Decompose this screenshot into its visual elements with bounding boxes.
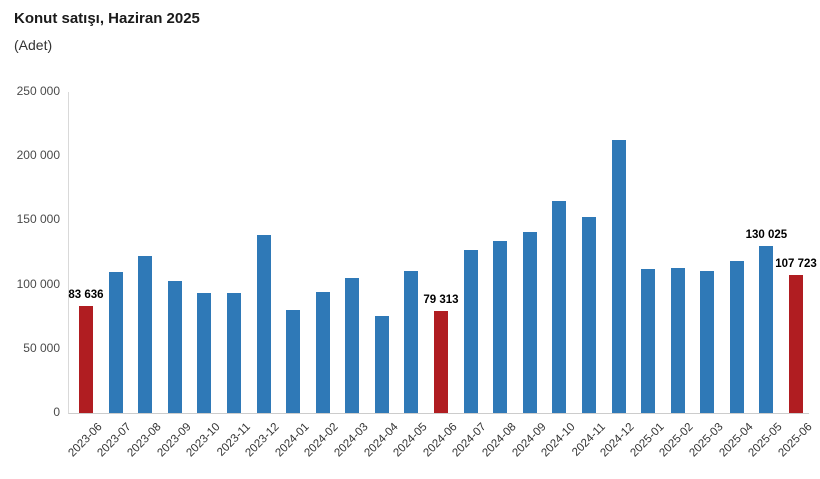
y-axis-tick-label: 250 000 [16,84,60,98]
bar-2024-11[interactable] [581,216,596,413]
bar-2024-02[interactable] [315,292,330,413]
chart-subtitle: (Adet) [14,37,53,53]
bar-2024-10[interactable] [552,200,567,413]
bar-2025-06[interactable] [789,274,803,413]
y-axis-tick-label: 200 000 [16,148,60,163]
bar-2025-05[interactable] [759,246,774,413]
bar-2024-08[interactable] [493,240,508,413]
y-axis-tick-label: 50 000 [23,340,60,355]
y-axis-tick-label: 150 000 [16,212,60,227]
bar-2023-06[interactable] [79,305,93,413]
bar-2023-08[interactable] [138,256,153,413]
bar-2025-03[interactable] [700,270,715,413]
plot-area: 2023-06 2023-07 2023-08 2023-09 2023-10 2023-… [66,92,817,459]
bar-2023-09[interactable] [167,281,182,413]
bar-value-label: 130 025 [745,229,788,242]
chart-title: Konut satışı, Haziran 2025 [14,10,200,27]
bar-2024-06[interactable] [434,311,448,413]
bar-value-label: 107 723 [775,257,817,270]
bar-2024-01[interactable] [286,309,301,413]
bar-2023-07[interactable] [108,272,123,413]
bar-2024-05[interactable] [404,271,419,413]
bar-2025-02[interactable] [670,268,685,413]
bar-2024-12[interactable] [611,139,626,413]
y-axis-tick-label: 0 [53,405,60,419]
bar-2024-09[interactable] [522,232,537,413]
bar-2024-04[interactable] [374,315,389,413]
bar-2023-11[interactable] [226,292,241,413]
bar-2024-03[interactable] [345,277,360,413]
bar-2024-07[interactable] [463,249,478,413]
bar-2025-01[interactable] [641,268,656,413]
bar-value-label: 83 636 [68,288,104,301]
y-axis-tick-label: 100 000 [16,276,60,291]
bar-2025-04[interactable] [729,261,744,413]
bar-2023-12[interactable] [256,235,271,413]
bar-2023-10[interactable] [197,292,212,413]
bar-value-label: 79 313 [423,294,459,307]
